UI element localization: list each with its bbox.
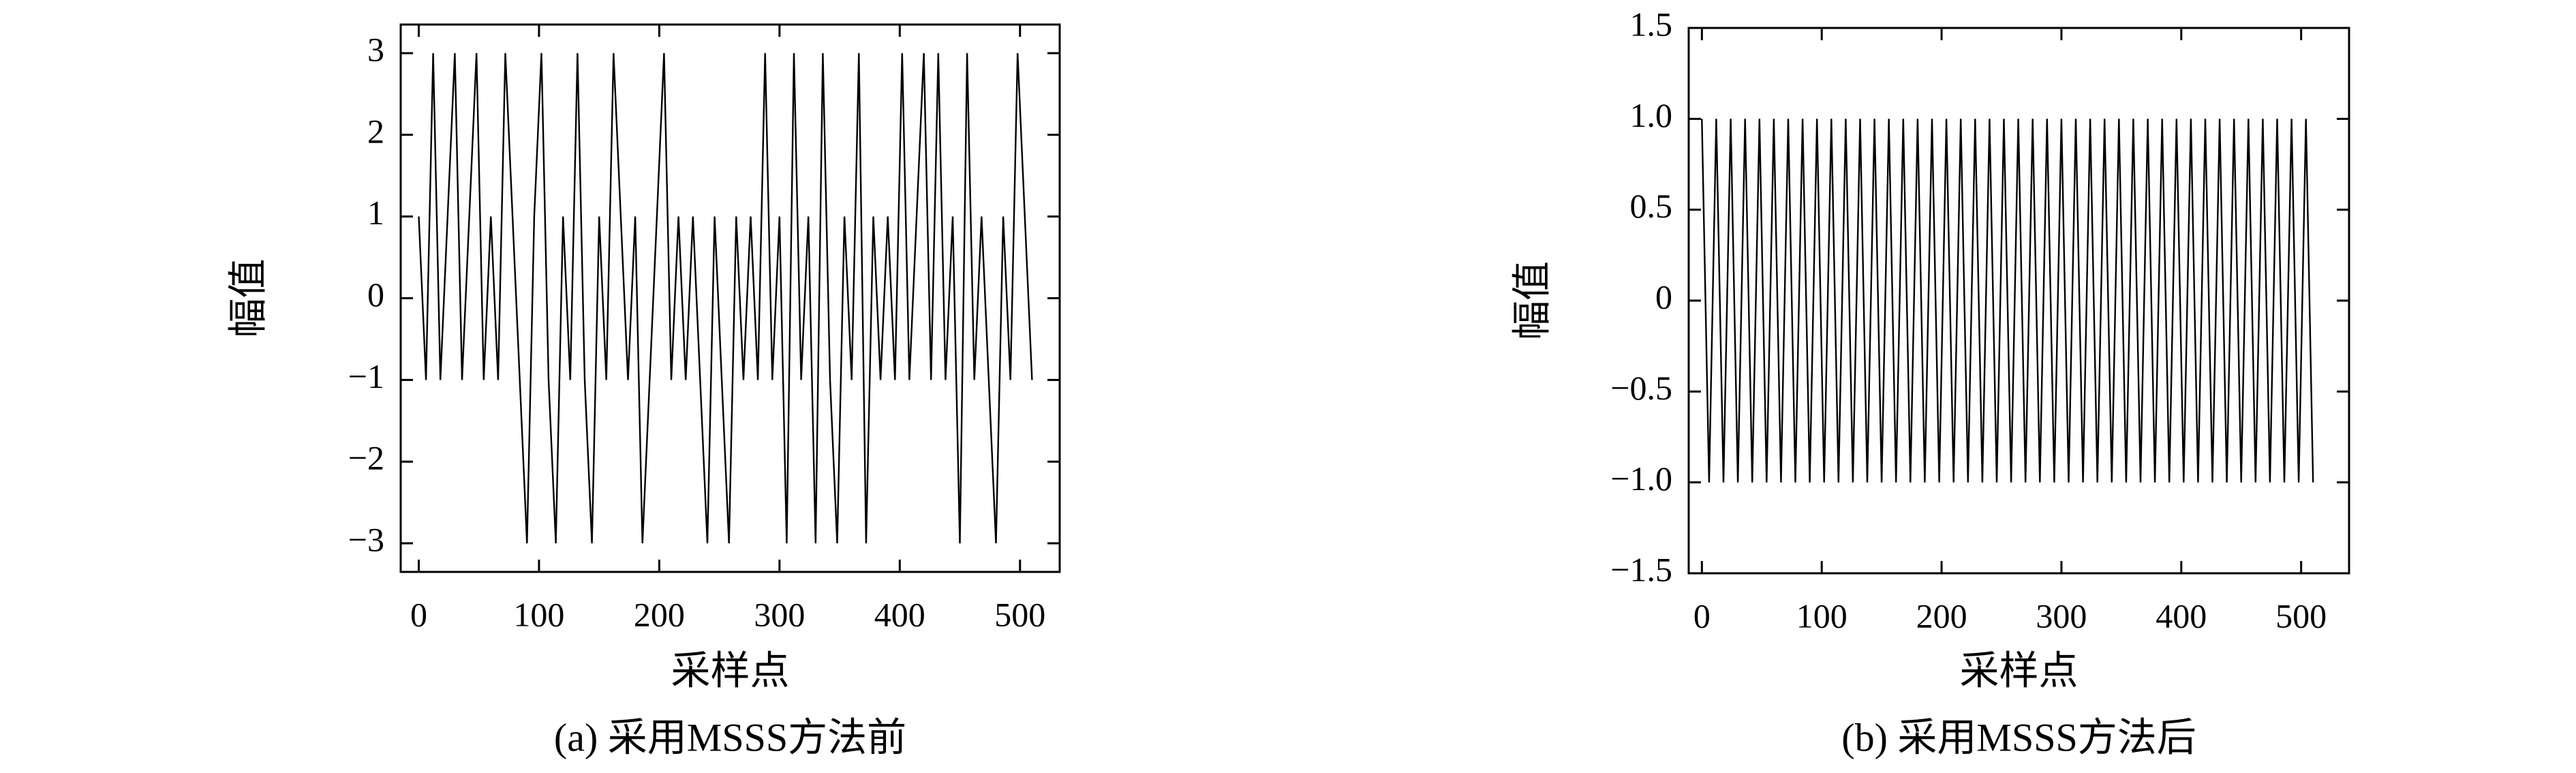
x-tick-label: 100 — [1796, 596, 1847, 635]
y-tick-label: 2 — [367, 112, 384, 150]
x-tick-label: 400 — [2156, 596, 2207, 635]
x-tick-label: 200 — [1916, 596, 1967, 635]
y-tick-label: 1.0 — [1630, 96, 1673, 134]
y-tick-label: −2 — [348, 439, 384, 477]
y-tick-label: −0.5 — [1610, 369, 1672, 407]
y-tick-label: 0.5 — [1630, 187, 1673, 225]
y-axis-label: 幅值 — [1509, 261, 1554, 340]
signal-line — [418, 52, 1033, 544]
y-tick-label: 0 — [367, 275, 384, 314]
x-tick-label: 300 — [2036, 596, 2087, 635]
caption: (a) 采用MSSS方法前 — [554, 715, 906, 759]
caption: (b) 采用MSSS方法后 — [1841, 715, 2196, 759]
signal-line — [1701, 119, 2314, 483]
x-axis-label: 采样点 — [671, 648, 789, 693]
plot-frame — [1687, 27, 2350, 575]
y-tick-label: 1.5 — [1630, 5, 1673, 43]
x-tick-label: 500 — [994, 595, 1045, 633]
y-tick-label: −1.5 — [1610, 550, 1672, 588]
y-tick-label: 0 — [1655, 277, 1672, 316]
x-axis-label: 采样点 — [1959, 648, 2078, 693]
x-tick-label: 300 — [754, 595, 805, 633]
x-tick-label: 100 — [513, 595, 564, 633]
x-tick-label: 400 — [874, 595, 925, 633]
x-tick-label: 0 — [1693, 596, 1711, 635]
y-tick-label: 1 — [367, 194, 384, 232]
y-tick-label: −1.0 — [1610, 459, 1672, 498]
y-tick-label: 3 — [367, 30, 384, 68]
y-axis-label: 幅值 — [226, 258, 270, 337]
y-tick-label: −3 — [348, 521, 384, 559]
x-tick-label: 0 — [410, 595, 427, 633]
x-tick-label: 500 — [2275, 596, 2327, 635]
x-tick-label: 200 — [634, 595, 685, 633]
y-tick-label: −1 — [348, 357, 384, 395]
